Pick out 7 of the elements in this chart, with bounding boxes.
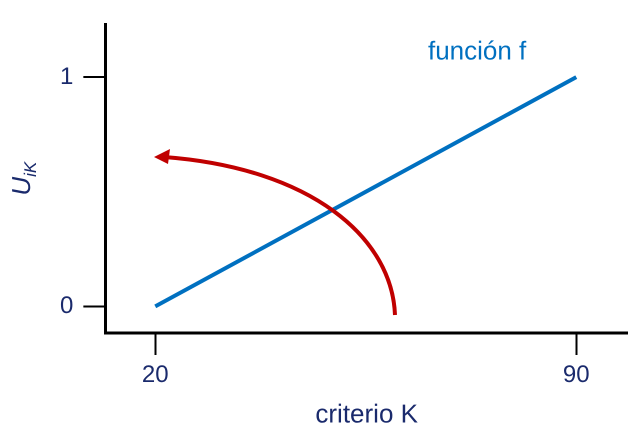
series-label: función f <box>428 35 528 66</box>
x-tick-label: 90 <box>562 361 590 388</box>
x-tick-label: 20 <box>142 361 169 388</box>
y-tick-label: 1 <box>60 62 74 90</box>
y-axis-title: UiK <box>6 161 40 196</box>
x-axis-title: criterio K <box>315 398 419 429</box>
y-tick-label: 0 <box>60 292 74 320</box>
